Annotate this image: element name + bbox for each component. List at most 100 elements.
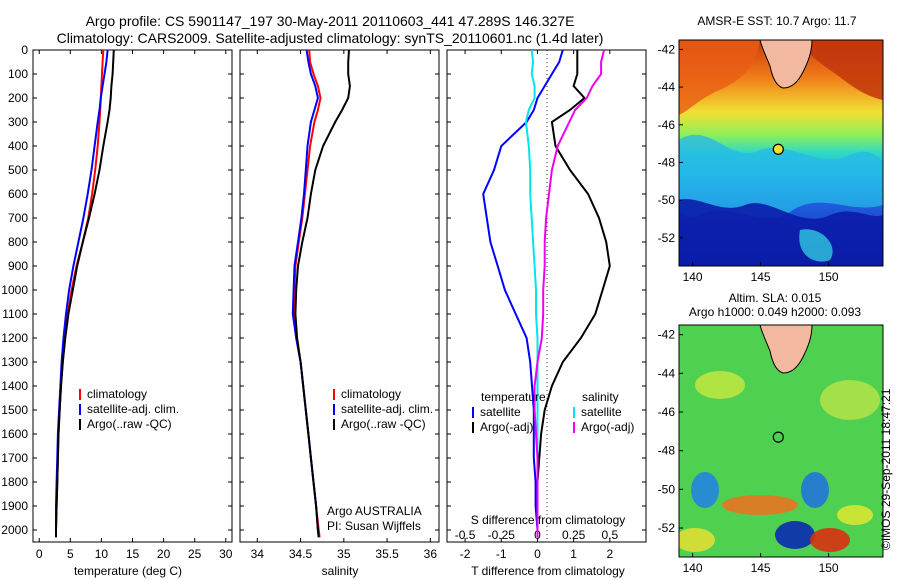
depth-tick-label: 1400: [1, 379, 28, 393]
imos-credit: ©IMOS 29-Sep-2011 18:47:21: [879, 388, 893, 550]
lat-tick-label: -46: [658, 405, 676, 419]
difference-lines: [482, 49, 611, 538]
legend-heading: temperature: [481, 390, 546, 404]
depth-tick-label: 400: [8, 139, 28, 153]
header-line-2: Climatology: CARS2009. Satellite-adjuste…: [57, 30, 604, 46]
depth-tick-label: 300: [8, 115, 28, 129]
legend-label: satellite-adj. clim.: [87, 402, 179, 416]
depth-tick-label: 1300: [1, 355, 28, 369]
difference-axes-frame: [446, 49, 647, 543]
sst-map-frame: [678, 39, 884, 267]
x-tick-label: 5: [67, 547, 74, 561]
legend-label: Argo(..raw -QC): [87, 417, 172, 431]
sla-float-marker: [772, 431, 784, 443]
s-difference-label: S difference from climatology: [471, 513, 626, 527]
sst-eddy-band: [679, 134, 883, 218]
x-tick-label: 10: [95, 547, 109, 561]
temperature-panel: 0100200300400500600700800900100011001200…: [1, 43, 232, 578]
legend-label: climatology: [87, 387, 147, 401]
depth-tick-label: 1000: [1, 283, 28, 297]
series-line: [536, 50, 611, 538]
lat-tick-label: -46: [658, 118, 676, 132]
sla-positive-anomaly: [722, 495, 798, 515]
x-tick-label: 34.5: [289, 547, 313, 561]
sla-map-frame: [678, 324, 884, 558]
series-line: [533, 49, 605, 538]
difference-legend: temperature salinitysatelliteArgo(-adj)sa…: [472, 390, 634, 434]
series-line: [482, 49, 564, 538]
salinity-depth-ticks: [240, 49, 439, 531]
lat-tick-label: -44: [658, 80, 676, 94]
sla-lon-ticks: 140 145 150: [683, 553, 839, 575]
sla-positive-anomaly: [695, 371, 745, 399]
lat-tick-label: -42: [658, 328, 676, 342]
depth-tick-label: 0: [21, 43, 28, 57]
sst-land: [759, 40, 813, 89]
x-tick-label: 20: [157, 547, 171, 561]
s-tick-label: 0.25: [562, 528, 586, 542]
depth-tick-label: 1800: [1, 475, 28, 489]
series-line: [55, 49, 105, 538]
lon-tick-label: 145: [751, 561, 771, 575]
sst-float-marker: [772, 143, 784, 155]
s-tick-label: 0.5: [601, 528, 618, 542]
lon-tick-label: 150: [819, 561, 839, 575]
temperature-x-ticks: 0 5 10 15 20 25 30: [36, 50, 233, 561]
sla-positive-anomaly: [820, 380, 880, 420]
lat-tick-label: -48: [658, 444, 676, 458]
salinity-lines: [291, 49, 351, 538]
temperature-lines: [55, 49, 115, 538]
sst-warm-patch-east: [800, 40, 883, 100]
s-tick-label: -0.25: [488, 528, 516, 542]
x-tick-label: 34: [251, 547, 265, 561]
argo-float-position: [772, 431, 784, 443]
depth-tick-label: 600: [8, 187, 28, 201]
lat-tick-label: -50: [658, 193, 676, 207]
lat-tick-label: -52: [658, 521, 676, 535]
depth-tick-label: 200: [8, 91, 28, 105]
sst-lat-ticks: -42 -44 -46 -48 -50 -52: [658, 42, 683, 245]
header-line-1: Argo profile: CS 5901147_197 30-May-2011…: [86, 13, 575, 29]
lat-tick-label: -48: [658, 155, 676, 169]
x-tick-label: 36: [424, 547, 438, 561]
sla-land: [759, 325, 813, 374]
salinity-x-ticks: 34 34.5 35 35.5 36: [251, 50, 438, 561]
x-tick-label: 30: [219, 547, 233, 561]
difference-panel: -2 -1 0 1 2-0.5 -0.25 0 0.25 0.5 temperature sali…: [446, 49, 647, 578]
series-line: [292, 49, 322, 538]
x-tick-label: 2: [606, 547, 613, 561]
x-tick-label: 1: [570, 547, 577, 561]
lat-tick-label: -50: [658, 482, 676, 496]
sla-map-panel: Altim. SLA: 0.015 Argo h1000: 0.049 h200…: [658, 291, 884, 575]
argo-australia-label: Argo AUSTRALIA: [327, 504, 422, 518]
sla-negative-anomaly: [801, 472, 829, 508]
sla-map-title-2: Argo h1000: 0.049 h2000: 0.093: [689, 305, 861, 319]
x-tick-label: -2: [460, 547, 471, 561]
s-tick-label: -0.5: [455, 528, 476, 542]
legend-label: satellite-adj. clim.: [341, 402, 433, 416]
legend-label: Argo(-adj): [480, 420, 533, 434]
temperature-axes-frame: [32, 49, 233, 543]
sst-warm-patch: [679, 40, 760, 115]
sst-map-panel: AMSR-E SST: 10.7 Argo: 11.7 -42 -44 -46 -48…: [658, 14, 884, 284]
sla-positive-anomaly: [679, 528, 715, 552]
legend-heading: salinity: [582, 390, 619, 404]
series-line: [524, 49, 539, 538]
sst-lon-ticks: 140 145 150: [683, 262, 839, 284]
lat-tick-label: -42: [658, 42, 676, 56]
depth-tick-label: 1900: [1, 499, 28, 513]
legend-label: Argo(-adj): [581, 420, 634, 434]
depth-tick-label: 1600: [1, 427, 28, 441]
lon-tick-label: 140: [683, 270, 703, 284]
sst-cool-patch: [799, 229, 833, 262]
depth-tick-label: 700: [8, 211, 28, 225]
pi-label: PI: Susan Wijffels: [327, 519, 421, 533]
lon-tick-label: 145: [751, 270, 771, 284]
x-tick-label: 35: [337, 547, 351, 561]
depth-tick-label: 800: [8, 235, 28, 249]
depth-tick-label: 500: [8, 163, 28, 177]
salinity-x-label: salinity: [322, 564, 359, 578]
